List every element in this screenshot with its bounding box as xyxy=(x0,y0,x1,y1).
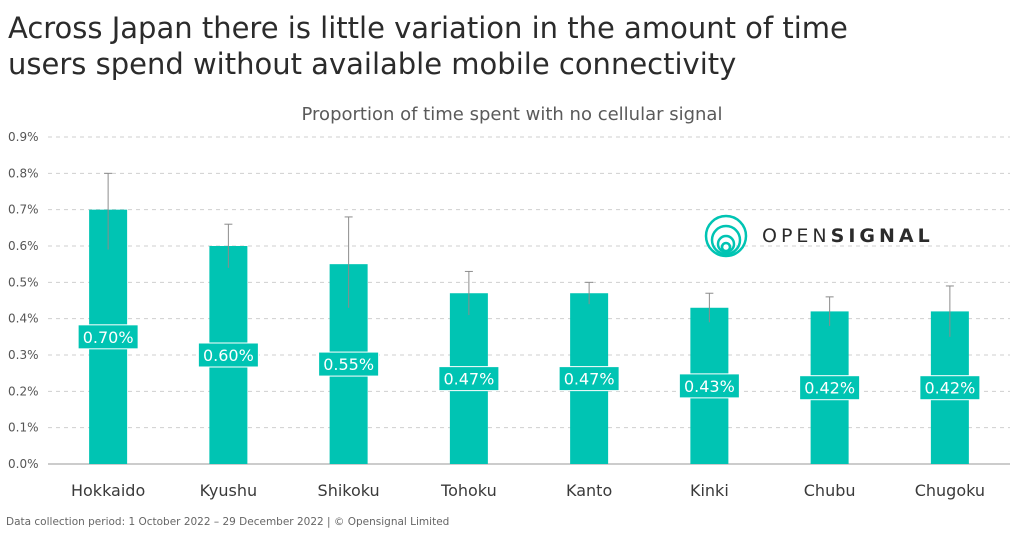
title-line-1: Across Japan there is little variation i… xyxy=(8,11,848,45)
data-label: 0.60% xyxy=(203,346,254,365)
data-label-box xyxy=(558,366,620,392)
data-label: 0.42% xyxy=(804,379,855,398)
x-tick-label: Hokkaido xyxy=(71,481,145,500)
x-tick-label: Chugoku xyxy=(915,481,985,500)
x-tick-label: Kyushu xyxy=(200,481,258,500)
y-tick-label: 0.5% xyxy=(8,275,39,289)
data-label-box xyxy=(77,324,139,350)
x-tick-label: Shikoku xyxy=(318,481,380,500)
data-label-box xyxy=(197,342,259,368)
data-label-box xyxy=(438,366,500,392)
x-tick-label: Kinki xyxy=(690,481,729,500)
opensignal-logo-icon xyxy=(704,214,748,258)
x-tick-label: Kanto xyxy=(566,481,612,500)
x-tick-label: Chubu xyxy=(804,481,856,500)
chart-title: Proportion of time spent with no cellula… xyxy=(301,104,723,125)
data-label-box xyxy=(799,375,861,401)
data-label: 0.43% xyxy=(684,377,735,396)
data-label: 0.70% xyxy=(83,328,134,347)
y-tick-label: 0.8% xyxy=(8,166,39,180)
y-tick-label: 0.1% xyxy=(8,421,39,435)
y-tick-label: 0.6% xyxy=(8,239,39,253)
data-label-box xyxy=(678,373,740,399)
page-title: Across Japan there is little variation i… xyxy=(8,10,1008,82)
data-label: 0.42% xyxy=(924,379,975,398)
y-tick-label: 0.9% xyxy=(8,130,39,144)
y-tick-label: 0.0% xyxy=(8,457,39,471)
data-label: 0.47% xyxy=(443,370,494,389)
opensignal-wordmark: OPENSIGNAL xyxy=(762,225,934,247)
y-tick-label: 0.4% xyxy=(8,312,39,326)
data-collection-footer: Data collection period: 1 October 2022 –… xyxy=(6,516,450,528)
y-tick-label: 0.2% xyxy=(8,384,39,398)
opensignal-logo: OPENSIGNAL xyxy=(704,212,934,260)
data-label: 0.47% xyxy=(564,370,615,389)
data-label: 0.55% xyxy=(323,355,374,374)
y-tick-label: 0.7% xyxy=(8,203,39,217)
data-label-box xyxy=(919,375,981,401)
x-tick-label: Tohoku xyxy=(440,481,497,500)
y-tick-label: 0.3% xyxy=(8,348,39,362)
data-label-box xyxy=(318,351,380,377)
title-line-2: users spend without available mobile con… xyxy=(8,47,737,81)
